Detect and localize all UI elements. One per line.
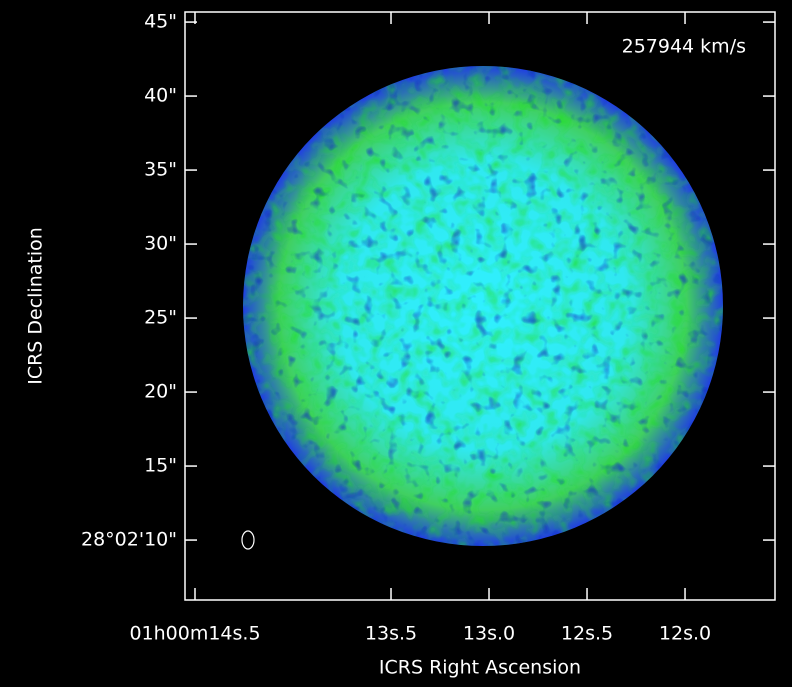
y-tick-label: 30": [144, 233, 177, 255]
annotation: 257944 km/s: [622, 36, 746, 58]
x-axis-label: ICRS Right Ascension: [379, 657, 581, 679]
y-tick-label: 25": [144, 307, 177, 329]
y-tick-label: 20": [144, 381, 177, 403]
y-tick-label: 40": [144, 85, 177, 107]
y-tick-label: 15": [144, 455, 177, 477]
x-tick-label: 12s.5: [561, 623, 613, 645]
beam: [241, 530, 255, 550]
y-tick-label: 35": [144, 159, 177, 181]
x-tick-label: 01h00m14s.5: [129, 623, 260, 645]
intensity-map: [243, 66, 723, 546]
x-tick-label: 12s.0: [659, 623, 711, 645]
y-tick-label: 45": [144, 11, 177, 33]
frame: [184, 11, 776, 601]
x-tick-label: 13s.0: [463, 623, 515, 645]
y-tick-label: 28°02'10": [81, 529, 177, 551]
y-axis-label: ICRS Declination: [25, 227, 47, 385]
x-tick-label: 13s.5: [365, 623, 417, 645]
